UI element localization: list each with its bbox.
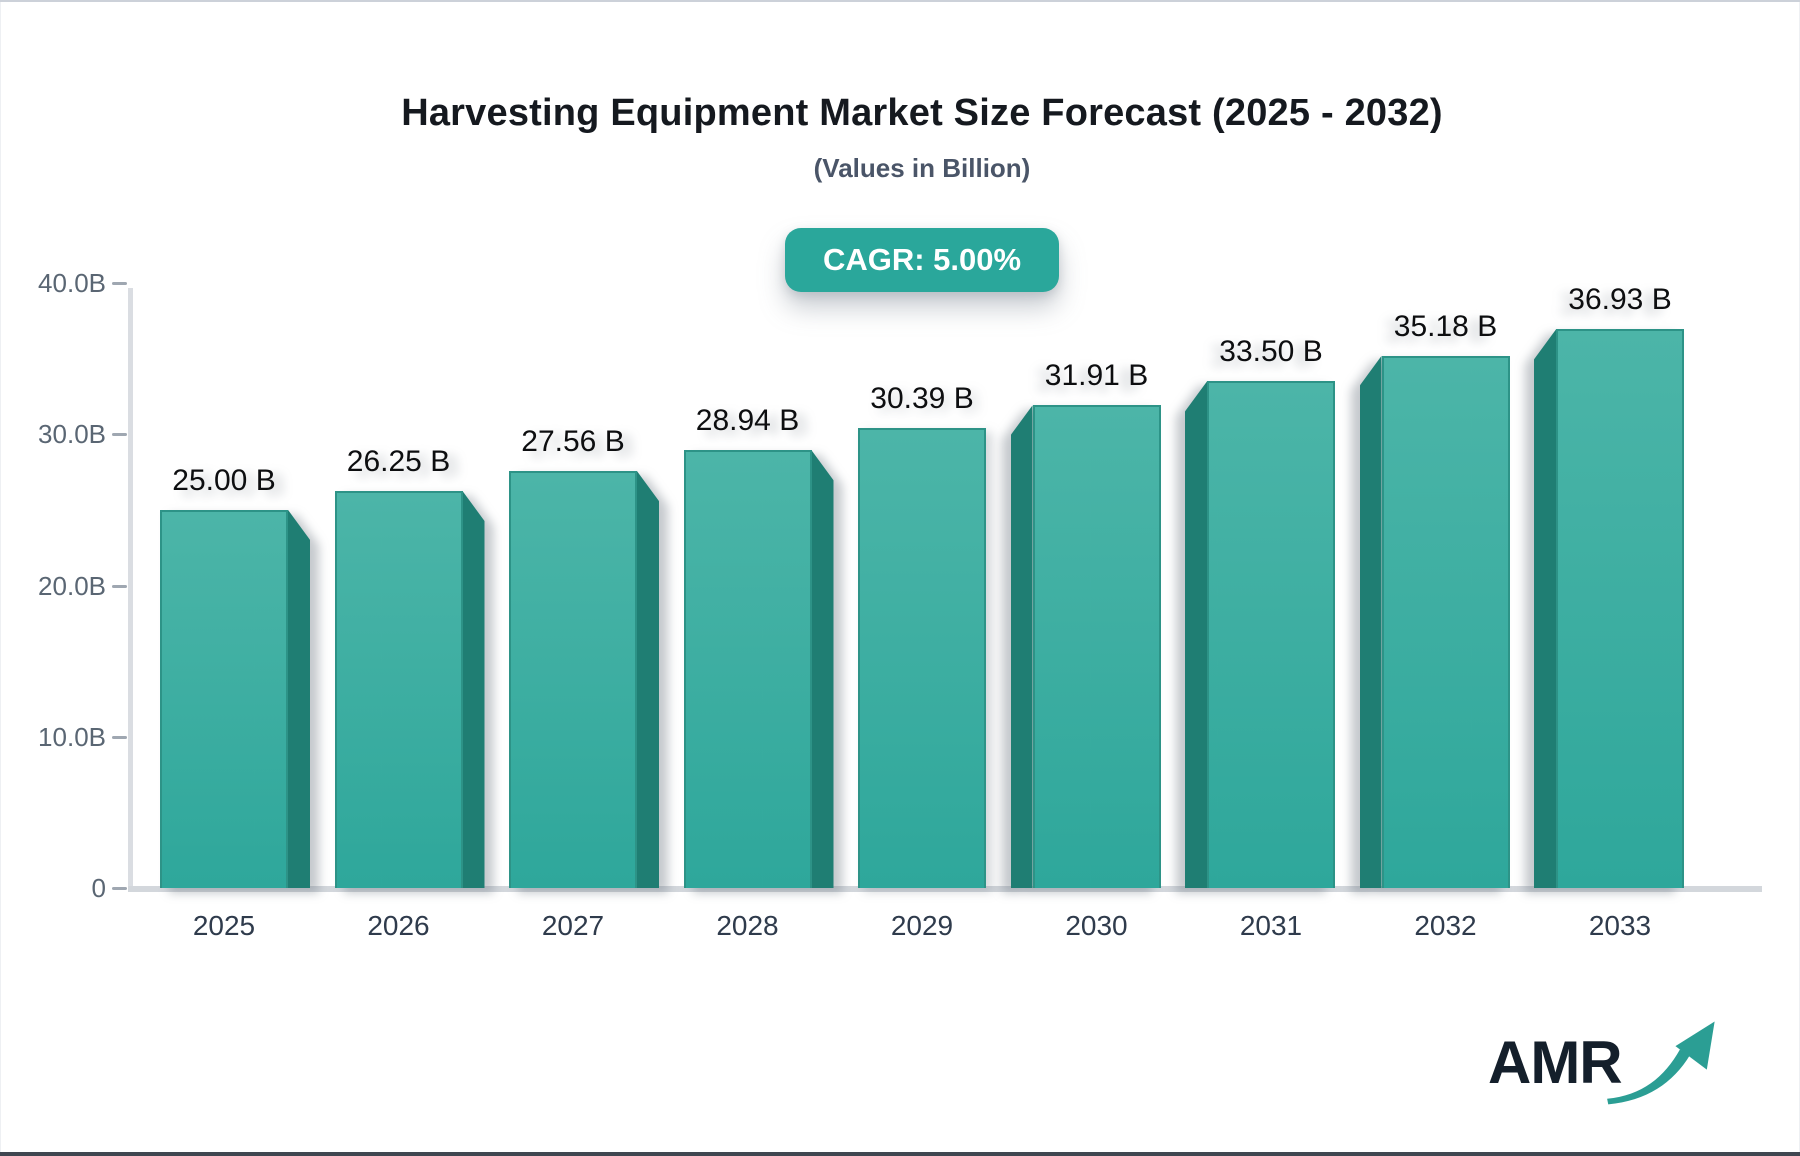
bar-face-2033	[1556, 329, 1684, 888]
bar-side-face-2026	[462, 490, 485, 888]
bar-2029[interactable]: 30.39 B	[858, 382, 986, 888]
x-axis-label-2032: 2032	[1414, 910, 1477, 941]
bar-value-label-2033: 36.93 B	[1568, 283, 1672, 317]
bar-side-face-2031	[1185, 381, 1207, 888]
bar-face-2031	[1207, 381, 1335, 888]
bar-2025[interactable]: 25.00 B	[160, 464, 310, 888]
y-tick-mark-40	[112, 282, 127, 285]
x-axis-label-2029: 2029	[890, 910, 954, 941]
bar-2027[interactable]: 27.56 B	[509, 425, 659, 888]
x-axis-label-2025: 2025	[192, 910, 256, 941]
bar-side-face-2033	[1534, 329, 1556, 888]
bar-2026[interactable]: 26.25 B	[334, 445, 485, 888]
bar-value-label-2027: 27.56 B	[521, 425, 625, 459]
bottom-border-line	[0, 1152, 1800, 1156]
bar-face-2026	[334, 490, 463, 888]
x-axis-label-2031: 2031	[1239, 910, 1303, 941]
bar-value-label-2030: 31.91 B	[1044, 359, 1149, 393]
bar-face-2029	[858, 428, 986, 888]
bar-side-face-2030	[1010, 405, 1033, 888]
x-axis-baseline	[128, 886, 1762, 892]
bar-face-2032	[1381, 355, 1510, 888]
y-tick-label-0: 0	[91, 873, 106, 903]
y-tick-label-20: 20.0B	[38, 570, 106, 601]
bar-face-2028	[683, 450, 812, 888]
bar-value-label-2026: 26.25 B	[346, 444, 451, 478]
bar-2030[interactable]: 31.91 B	[1010, 359, 1161, 888]
x-axis-label-2030: 2030	[1065, 910, 1128, 941]
y-tick-label-40: 40.0B	[38, 268, 106, 298]
bar-value-label-2031: 33.50 B	[1219, 335, 1323, 369]
y-tick-mark-10	[112, 735, 127, 739]
bar-value-label-2029: 30.39 B	[870, 382, 974, 416]
x-axis-label-2026: 2026	[367, 910, 430, 941]
x-axis-label-2027: 2027	[541, 910, 605, 941]
bar-value-label-2025: 25.00 B	[172, 463, 276, 497]
x-axis-label-2028: 2028	[716, 910, 779, 941]
bar-2033[interactable]: 36.93 B	[1534, 283, 1684, 888]
bar-value-label-2028: 28.94 B	[695, 404, 800, 438]
cagr-badge: CAGR: 5.00%	[784, 228, 1060, 292]
bar-2032[interactable]: 35.18 B	[1359, 310, 1510, 888]
page-subtitle: (Values in Billion)	[813, 153, 1031, 183]
y-axis-line	[128, 288, 133, 888]
bar-face-2025	[160, 509, 288, 888]
bar-face-2027	[509, 471, 637, 888]
chart-header: Harvesting Equipment Market Size Forecas…	[22, 0, 1800, 292]
page-title: Harvesting Equipment Market Size Forecas…	[401, 92, 1443, 134]
bar-side-face-2028	[811, 450, 834, 888]
amr-logo: AMR	[1488, 1021, 1718, 1112]
y-tick-label-10: 10.0B	[38, 721, 106, 752]
top-border-line	[0, 0, 1800, 2]
y-tick-mark-30	[112, 433, 127, 437]
amr-logo-text: AMR	[1488, 1029, 1623, 1096]
bar-side-face-2025	[288, 509, 310, 888]
bar-side-face-2027	[637, 471, 659, 888]
y-tick-mark-0	[112, 887, 127, 890]
bar-value-label-2032: 35.18 B	[1393, 309, 1498, 343]
y-tick-mark-20	[112, 584, 127, 588]
x-axis-label-2033: 2033	[1588, 910, 1652, 941]
growth-arrow-icon	[1607, 1021, 1715, 1105]
y-tick-label-30: 30.0B	[38, 419, 106, 450]
bar-2031[interactable]: 33.50 B	[1185, 335, 1335, 888]
bar-face-2030	[1032, 405, 1161, 888]
bar-side-face-2032	[1359, 355, 1382, 888]
bar-2028[interactable]: 28.94 B	[683, 404, 834, 888]
